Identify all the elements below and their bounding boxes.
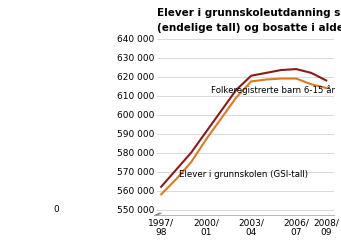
Text: Elever i grunnskoleutdanning skoleårene 1997-2009
(endelige tall) og bosatte i a: Elever i grunnskoleutdanning skoleårene … <box>157 6 341 33</box>
Text: 0: 0 <box>54 205 59 214</box>
Text: Elever i grunnskolen (GSI-tall): Elever i grunnskolen (GSI-tall) <box>179 170 308 179</box>
Text: Folkeregistrerte barn 6-15 år: Folkeregistrerte barn 6-15 år <box>211 85 335 95</box>
